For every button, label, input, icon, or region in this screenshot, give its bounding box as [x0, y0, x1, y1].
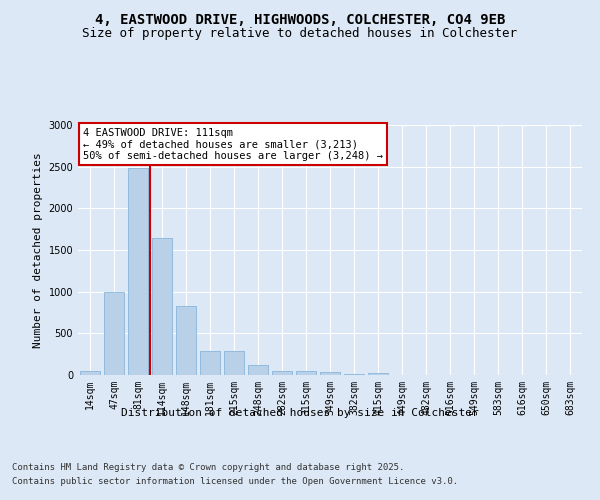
Bar — [80, 371, 100, 375]
Bar — [176, 306, 196, 375]
Bar — [296, 371, 316, 375]
Bar — [320, 372, 340, 375]
Text: Distribution of detached houses by size in Colchester: Distribution of detached houses by size … — [121, 408, 479, 418]
Bar — [128, 168, 148, 375]
Bar — [344, 374, 364, 375]
Text: 4, EASTWOOD DRIVE, HIGHWOODS, COLCHESTER, CO4 9EB: 4, EASTWOOD DRIVE, HIGHWOODS, COLCHESTER… — [95, 12, 505, 26]
Bar — [104, 292, 124, 375]
Bar — [368, 373, 388, 375]
Bar — [152, 238, 172, 375]
Y-axis label: Number of detached properties: Number of detached properties — [33, 152, 43, 348]
Bar — [200, 351, 220, 375]
Text: Contains HM Land Registry data © Crown copyright and database right 2025.: Contains HM Land Registry data © Crown c… — [12, 462, 404, 471]
Bar — [272, 371, 292, 375]
Bar — [248, 365, 268, 375]
Text: Size of property relative to detached houses in Colchester: Size of property relative to detached ho… — [83, 28, 517, 40]
Text: 4 EASTWOOD DRIVE: 111sqm
← 49% of detached houses are smaller (3,213)
50% of sem: 4 EASTWOOD DRIVE: 111sqm ← 49% of detach… — [83, 128, 383, 160]
Bar — [224, 351, 244, 375]
Text: Contains public sector information licensed under the Open Government Licence v3: Contains public sector information licen… — [12, 478, 458, 486]
